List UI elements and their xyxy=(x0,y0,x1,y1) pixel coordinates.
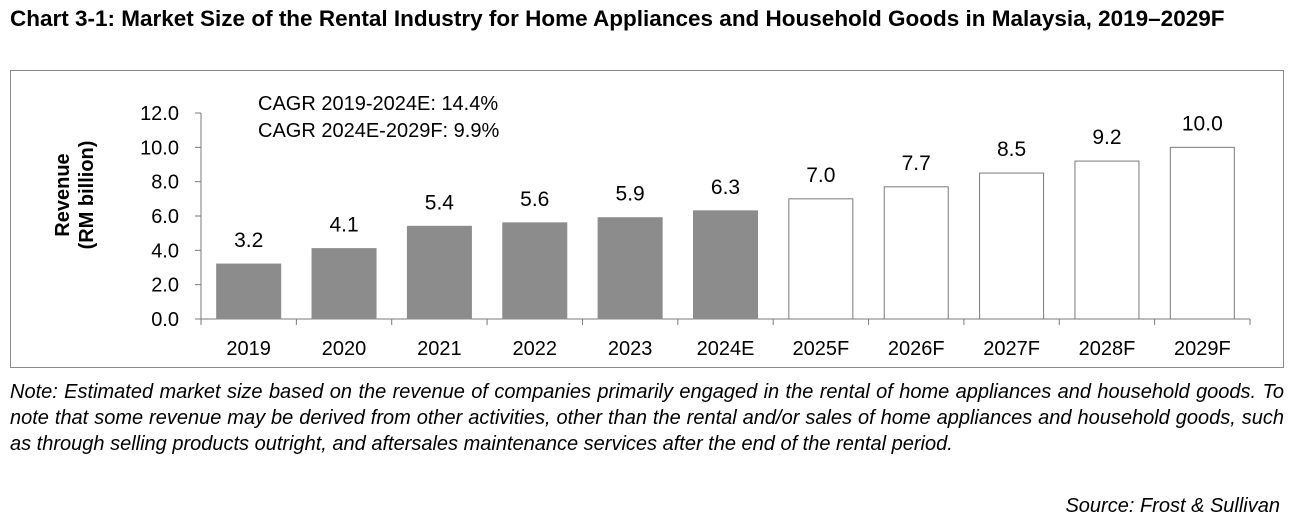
bar-2022 xyxy=(502,222,568,320)
x-tick-label: 2028F xyxy=(1079,338,1136,360)
bar-2029f xyxy=(1169,146,1235,320)
data-label: 5.9 xyxy=(616,183,645,206)
bar-2021 xyxy=(406,225,472,320)
x-tick-label: 2023 xyxy=(608,338,653,360)
source-credit: Source: Frost & Sullivan xyxy=(1065,495,1280,517)
bars xyxy=(216,146,1235,320)
y-tick-label: 6.0 xyxy=(151,206,179,228)
y-tick-label: 4.0 xyxy=(151,240,179,262)
x-tick-label: 2027F xyxy=(983,338,1040,360)
x-tick-label: 2024E xyxy=(697,338,755,360)
chart-frame xyxy=(10,70,1284,368)
y-axis-label: Revenue xyxy=(52,153,74,236)
x-tick-label: 2020 xyxy=(322,338,367,360)
bar-2019 xyxy=(216,263,282,320)
bar-2025f xyxy=(788,198,854,320)
data-label: 10.0 xyxy=(1182,112,1223,135)
bar-2023 xyxy=(597,217,663,320)
data-label: 3.2 xyxy=(234,229,263,252)
y-tick-label: 10.0 xyxy=(140,137,179,159)
y-tick-label: 12.0 xyxy=(140,103,179,125)
bar-chart: 0.0 2.0 4.0 6.0 8.0 10.0 12.0 3.2 2019 4.1 2020 5.… xyxy=(52,93,1251,360)
bar-2026f xyxy=(883,186,949,320)
data-label: 8.5 xyxy=(997,138,1026,161)
y-tick-label: 8.0 xyxy=(151,172,179,194)
y-tick-label: 2.0 xyxy=(151,275,179,297)
bar-2020 xyxy=(311,248,377,320)
labels: 3.2 2019 4.1 2020 5.4 2021 5.6 2022 5.9 2023 6.3 20… xyxy=(226,112,1230,360)
chart-title: Chart 3-1: Market Size of the Rental Ind… xyxy=(10,6,1225,31)
data-label: 6.3 xyxy=(711,176,740,199)
footnote: Note: Estimated market size based on the… xyxy=(10,381,1284,455)
bar-2027f xyxy=(979,172,1045,320)
data-label: 4.1 xyxy=(329,214,358,237)
x-tick-label: 2025F xyxy=(793,338,850,360)
y-tick-label: 0.0 xyxy=(151,309,179,331)
bar-2024e xyxy=(693,210,758,320)
y-axis-label-unit: (RM billion) xyxy=(76,141,98,250)
bar-2028f xyxy=(1074,160,1140,320)
x-tick-label: 2019 xyxy=(226,338,271,360)
data-label: 9.2 xyxy=(1092,126,1121,149)
data-label: 7.0 xyxy=(806,164,835,187)
x-tick-label: 2026F xyxy=(888,338,945,360)
x-tick-label: 2029F xyxy=(1174,338,1231,360)
data-label: 7.7 xyxy=(902,152,931,175)
x-tick-label: 2022 xyxy=(513,338,558,360)
data-label: 5.4 xyxy=(425,191,455,214)
data-label: 5.6 xyxy=(520,188,549,211)
cagr-annotation-1: CAGR 2019-2024E: 14.4% xyxy=(258,93,498,115)
x-tick-label: 2021 xyxy=(417,338,462,360)
cagr-annotation-2: CAGR 2024E-2029F: 9.9% xyxy=(258,120,499,142)
